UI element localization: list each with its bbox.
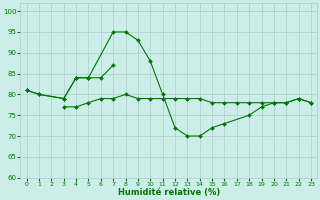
X-axis label: Humidité relative (%): Humidité relative (%) bbox=[118, 188, 220, 197]
